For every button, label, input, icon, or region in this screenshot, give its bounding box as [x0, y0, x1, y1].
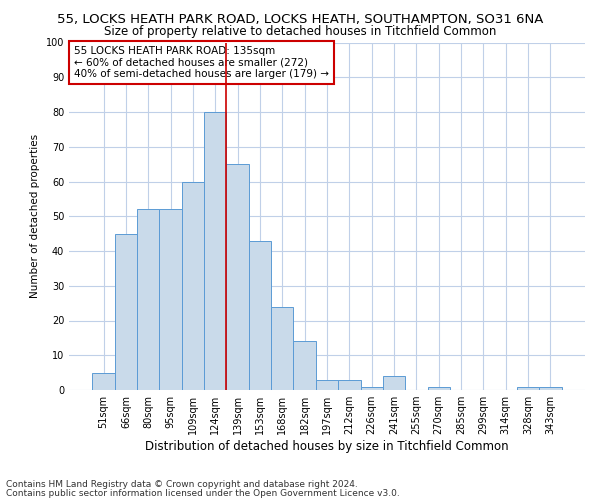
Text: Contains public sector information licensed under the Open Government Licence v3: Contains public sector information licen… [6, 488, 400, 498]
Bar [383, 376, 405, 390]
Text: Size of property relative to detached houses in Titchfield Common: Size of property relative to detached ho… [104, 25, 496, 38]
Bar [338, 380, 361, 390]
Bar [115, 234, 137, 390]
Y-axis label: Number of detached properties: Number of detached properties [30, 134, 40, 298]
Text: Contains HM Land Registry data © Crown copyright and database right 2024.: Contains HM Land Registry data © Crown c… [6, 480, 358, 489]
Bar [249, 240, 271, 390]
Bar [293, 342, 316, 390]
Bar [182, 182, 204, 390]
Bar [137, 210, 160, 390]
Bar [92, 372, 115, 390]
Text: 55, LOCKS HEATH PARK ROAD, LOCKS HEATH, SOUTHAMPTON, SO31 6NA: 55, LOCKS HEATH PARK ROAD, LOCKS HEATH, … [57, 12, 543, 26]
Bar [271, 306, 293, 390]
Bar [539, 386, 562, 390]
Text: 55 LOCKS HEATH PARK ROAD: 135sqm
← 60% of detached houses are smaller (272)
40% : 55 LOCKS HEATH PARK ROAD: 135sqm ← 60% o… [74, 46, 329, 79]
Bar [517, 386, 539, 390]
Bar [361, 386, 383, 390]
Bar [160, 210, 182, 390]
Bar [316, 380, 338, 390]
Bar [226, 164, 249, 390]
Bar [428, 386, 450, 390]
Bar [204, 112, 226, 390]
X-axis label: Distribution of detached houses by size in Titchfield Common: Distribution of detached houses by size … [145, 440, 509, 453]
